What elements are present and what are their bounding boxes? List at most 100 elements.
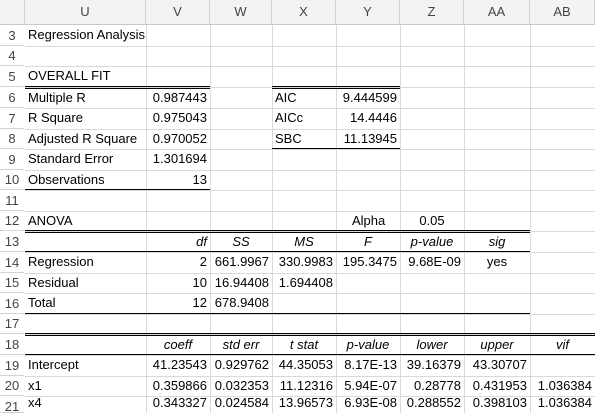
anova-row-label[interactable]: Total bbox=[28, 295, 56, 310]
anova-cell-sig[interactable]: yes bbox=[486, 254, 508, 269]
row-header[interactable]: 12 bbox=[0, 211, 24, 231]
row-header[interactable]: 8 bbox=[0, 129, 24, 149]
anova-header-p-value[interactable]: p-value bbox=[410, 234, 454, 249]
coef-cell[interactable]: 0.929762 bbox=[214, 357, 269, 372]
coef-cell[interactable]: 6.93E-08 bbox=[344, 395, 397, 410]
fit-value-multiple-r[interactable]: 0.987443 bbox=[152, 90, 207, 105]
coef-header-coeff[interactable]: coeff bbox=[163, 337, 193, 352]
anova-header-ms[interactable]: MS bbox=[294, 234, 314, 249]
row-header[interactable]: 3 bbox=[0, 25, 24, 46]
coef-cell[interactable]: 13.96573 bbox=[278, 395, 333, 410]
coef-cell[interactable]: 0.398103 bbox=[472, 395, 527, 410]
coef-header-p-value[interactable]: p-value bbox=[346, 337, 390, 352]
coef-cell[interactable]: 0.359866 bbox=[152, 378, 207, 393]
anova-cell-ms[interactable]: 330.9983 bbox=[278, 254, 333, 269]
anova-cell-p-value[interactable]: 9.68E-09 bbox=[408, 254, 461, 269]
info-label-sbc[interactable]: SBC bbox=[275, 131, 302, 146]
column-header-v[interactable]: V bbox=[146, 0, 210, 24]
anova-header-f[interactable]: F bbox=[364, 234, 372, 249]
anova-header-sig[interactable]: sig bbox=[488, 234, 506, 249]
row-header[interactable]: 7 bbox=[0, 108, 24, 129]
coef-cell[interactable]: 0.024584 bbox=[214, 395, 269, 410]
coef-cell[interactable]: 43.30707 bbox=[472, 357, 527, 372]
alpha-label[interactable]: Alpha bbox=[352, 213, 386, 228]
column-header-w[interactable]: W bbox=[210, 0, 272, 24]
coef-cell[interactable]: 44.35053 bbox=[278, 357, 333, 372]
fit-label-standard-error[interactable]: Standard Error bbox=[28, 151, 114, 166]
coef-cell[interactable]: 0.343327 bbox=[152, 395, 207, 410]
row-header[interactable]: 16 bbox=[0, 293, 24, 314]
anova-cell-ms[interactable]: 1.694408 bbox=[278, 275, 333, 290]
row-header[interactable]: 20 bbox=[0, 376, 24, 396]
coef-header-upper[interactable]: upper bbox=[480, 337, 514, 352]
coef-cell[interactable]: 0.032353 bbox=[214, 378, 269, 393]
coef-header-std-err[interactable]: std err bbox=[222, 337, 260, 352]
row-header[interactable]: 10 bbox=[0, 170, 24, 190]
fit-value-adjusted-r-square[interactable]: 0.970052 bbox=[152, 131, 207, 146]
row-header[interactable]: 18 bbox=[0, 334, 24, 355]
anova-cell-df[interactable]: 2 bbox=[199, 254, 207, 269]
info-label-aic[interactable]: AIC bbox=[275, 90, 297, 105]
row-header[interactable]: 19 bbox=[0, 355, 24, 376]
coef-header-t-stat[interactable]: t stat bbox=[289, 337, 319, 352]
fit-label-adjusted-r-square[interactable]: Adjusted R Square bbox=[28, 131, 138, 146]
anova-cell-ss[interactable]: 661.9967 bbox=[214, 254, 269, 269]
row-header[interactable]: 4 bbox=[0, 46, 24, 66]
anova-cell-ss[interactable]: 678.9408 bbox=[214, 295, 269, 310]
coef-row-label[interactable]: Intercept bbox=[28, 357, 79, 372]
fit-label-observations[interactable]: Observations bbox=[28, 172, 105, 187]
row-header[interactable]: 14 bbox=[0, 252, 24, 273]
info-value-sbc[interactable]: 11.13945 bbox=[343, 131, 397, 146]
fit-value-observations[interactable]: 13 bbox=[192, 172, 207, 187]
anova-cell-df[interactable]: 10 bbox=[192, 275, 207, 290]
row-header[interactable]: 11 bbox=[0, 190, 24, 211]
coef-cell[interactable]: 5.94E-07 bbox=[344, 378, 397, 393]
row-header[interactable]: 15 bbox=[0, 273, 24, 293]
column-header-ab[interactable]: AB bbox=[530, 0, 595, 24]
anova-row-label[interactable]: Residual bbox=[28, 275, 79, 290]
column-header-x[interactable]: X bbox=[272, 0, 336, 24]
row-header[interactable]: 17 bbox=[0, 314, 24, 334]
anova-heading[interactable]: ANOVA bbox=[28, 213, 73, 228]
info-value-aicc[interactable]: 14.4446 bbox=[350, 110, 397, 125]
fit-value-standard-error[interactable]: 1.301694 bbox=[152, 151, 207, 166]
column-header-z[interactable]: Z bbox=[400, 0, 464, 24]
alpha-value[interactable]: 0.05 bbox=[419, 213, 445, 228]
row-header[interactable]: 13 bbox=[0, 231, 24, 252]
fit-value-r-square[interactable]: 0.975043 bbox=[152, 110, 207, 125]
row-header[interactable]: 21 bbox=[0, 396, 24, 414]
anova-cell-df[interactable]: 12 bbox=[192, 295, 207, 310]
anova-header-df[interactable]: df bbox=[196, 234, 207, 249]
title-cell[interactable]: Regression Analysis bbox=[28, 27, 146, 42]
coef-cell[interactable]: 0.431953 bbox=[472, 378, 527, 393]
column-header-y[interactable]: Y bbox=[336, 0, 400, 24]
fit-label-multiple-r[interactable]: Multiple R bbox=[28, 90, 86, 105]
row-header[interactable]: 9 bbox=[0, 149, 24, 170]
coef-row-label[interactable]: x1 bbox=[28, 378, 42, 393]
coef-cell[interactable]: 39.16379 bbox=[406, 357, 461, 372]
info-label-aicc[interactable]: AICc bbox=[275, 110, 304, 125]
column-header-u[interactable]: U bbox=[25, 0, 146, 24]
fit-label-r-square[interactable]: R Square bbox=[28, 110, 83, 125]
coef-cell[interactable]: 0.28778 bbox=[414, 378, 461, 393]
row-header[interactable]: 5 bbox=[0, 66, 24, 87]
column-header-aa[interactable]: AA bbox=[464, 0, 530, 24]
anova-cell-f[interactable]: 195.3475 bbox=[342, 254, 397, 269]
coef-cell[interactable]: 1.036384 bbox=[537, 395, 592, 410]
anova-row-label[interactable]: Regression bbox=[28, 254, 94, 269]
coef-cell[interactable]: 0.288552 bbox=[406, 395, 461, 410]
overall-fit-heading[interactable]: OVERALL FIT bbox=[28, 68, 111, 83]
coef-cell[interactable]: 41.23543 bbox=[152, 357, 207, 372]
coef-header-vif[interactable]: vif bbox=[556, 337, 569, 352]
coef-cell[interactable]: 11.12316 bbox=[279, 378, 333, 393]
anova-cell-ss[interactable]: 16.94408 bbox=[214, 275, 269, 290]
anova-header-ss[interactable]: SS bbox=[232, 234, 250, 249]
coef-cell[interactable]: 8.17E-13 bbox=[344, 357, 397, 372]
coef-row-label[interactable]: x4 bbox=[28, 395, 42, 410]
coef-header-lower[interactable]: lower bbox=[416, 337, 448, 352]
row-header[interactable]: 6 bbox=[0, 87, 24, 108]
coef-cell[interactable]: 1.036384 bbox=[537, 378, 592, 393]
info-value-aic[interactable]: 9.444599 bbox=[342, 90, 397, 105]
select-all-corner[interactable] bbox=[0, 0, 25, 24]
